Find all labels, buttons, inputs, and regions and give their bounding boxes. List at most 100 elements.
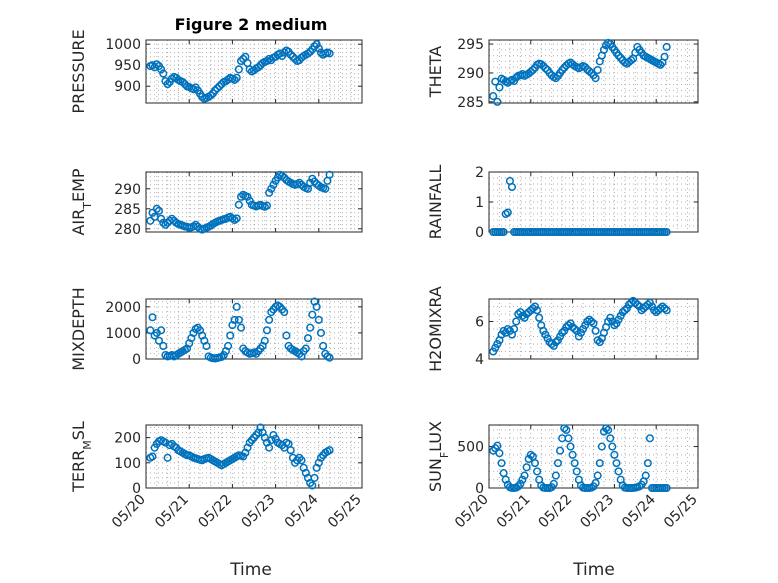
data-point bbox=[178, 77, 187, 87]
y-tick-label: 2000 bbox=[105, 300, 141, 316]
data-point bbox=[154, 336, 164, 345]
data-point bbox=[593, 471, 602, 480]
figure-title: Figure 2 medium bbox=[175, 15, 328, 34]
x-tick-label: 05/20 bbox=[109, 492, 149, 532]
data-point bbox=[566, 442, 575, 451]
data-point bbox=[516, 479, 525, 488]
data-point bbox=[226, 331, 235, 340]
data-point bbox=[230, 315, 239, 324]
subplot-sun: 0 500 05/20 05/21 05/22 05/23 05/24 05/25 SUNFLU… bbox=[426, 421, 701, 531]
data-point bbox=[493, 97, 502, 106]
data-point bbox=[551, 74, 560, 83]
axes-frame bbox=[145, 298, 363, 360]
y-axis-label: RAINFALL bbox=[426, 165, 445, 240]
data-point bbox=[163, 80, 172, 89]
data-point bbox=[528, 66, 537, 75]
data-point bbox=[614, 467, 623, 476]
data-point bbox=[312, 302, 321, 311]
data-point bbox=[265, 315, 274, 324]
data-point bbox=[633, 300, 642, 309]
x-tick-label: 05/22 bbox=[195, 492, 235, 532]
data-point bbox=[146, 216, 155, 225]
data-point bbox=[541, 64, 550, 73]
data-point bbox=[556, 446, 565, 455]
y-tick-label: 100 bbox=[114, 456, 141, 472]
data-point bbox=[537, 60, 546, 69]
data-point bbox=[219, 351, 228, 360]
axes-frame bbox=[145, 424, 363, 489]
x-tick-label: 05/25 bbox=[661, 492, 701, 532]
data-point bbox=[265, 443, 274, 452]
data-point bbox=[234, 315, 243, 324]
data-point bbox=[591, 478, 600, 488]
y-tick-label: 0 bbox=[475, 481, 484, 497]
data-point bbox=[595, 459, 604, 468]
data-point bbox=[260, 336, 269, 345]
data-point bbox=[224, 341, 233, 351]
data-point bbox=[589, 319, 598, 328]
data-point bbox=[530, 459, 540, 468]
data-point bbox=[610, 321, 619, 330]
data-point bbox=[167, 214, 176, 223]
data-point bbox=[325, 49, 334, 58]
data-point bbox=[533, 467, 542, 476]
data-point bbox=[286, 50, 295, 59]
data-point bbox=[495, 449, 504, 458]
x-axis-label-left: Time bbox=[229, 560, 272, 580]
data-point bbox=[232, 73, 241, 82]
data-point bbox=[146, 326, 155, 335]
axes-frame bbox=[488, 424, 699, 489]
data-point bbox=[564, 321, 573, 330]
data-point bbox=[215, 82, 224, 91]
data-point bbox=[533, 306, 542, 315]
data-point bbox=[528, 304, 537, 313]
data-point bbox=[535, 313, 544, 322]
data-point bbox=[243, 192, 252, 201]
y-tick-label: 290 bbox=[114, 182, 141, 198]
subplot-terr: 0 100 200 05/20 05/21 05/22 05/23 05/24 05/25 TER… bbox=[69, 421, 365, 531]
y-tick-label: 285 bbox=[114, 202, 141, 218]
y-axis-label: AIRTEMP bbox=[69, 168, 94, 235]
x-tick-label: 05/21 bbox=[152, 492, 192, 532]
y-tick-label: 1000 bbox=[105, 326, 141, 342]
data-point bbox=[308, 481, 317, 490]
data-point bbox=[591, 74, 600, 83]
data-point bbox=[325, 353, 334, 362]
data-point bbox=[489, 92, 498, 101]
x-tick-label: 05/20 bbox=[452, 492, 492, 532]
data-point bbox=[572, 467, 581, 476]
data-point bbox=[612, 459, 621, 468]
data-point bbox=[211, 86, 220, 95]
y-axis-label: MIXDEPTH bbox=[69, 287, 88, 370]
data-point bbox=[606, 434, 615, 443]
data-point bbox=[620, 306, 629, 315]
axes-frame bbox=[145, 39, 363, 104]
data-point bbox=[157, 65, 166, 74]
y-axis-label: PRESSURE bbox=[69, 29, 88, 113]
y-axis-label: THETA bbox=[426, 46, 445, 98]
x-tick-label: 05/22 bbox=[536, 492, 576, 532]
data-point bbox=[262, 326, 272, 335]
subplot-theta: 285 290 295 THETA bbox=[426, 37, 699, 111]
data-point bbox=[549, 479, 558, 488]
data-point bbox=[493, 441, 502, 450]
data-point bbox=[551, 471, 560, 480]
y-tick-label: 290 bbox=[457, 66, 484, 82]
data-point bbox=[593, 336, 602, 345]
data-point bbox=[312, 40, 321, 49]
data-point bbox=[232, 302, 241, 311]
data-point bbox=[157, 326, 166, 335]
data-point bbox=[662, 306, 671, 315]
data-point bbox=[604, 425, 613, 435]
data-point bbox=[154, 206, 164, 215]
data-point bbox=[191, 220, 200, 229]
subplot-pressure: 900 950 1000 PRESSURE bbox=[69, 29, 363, 114]
data-point bbox=[526, 67, 535, 76]
data-point bbox=[627, 56, 636, 65]
data-point bbox=[491, 77, 500, 86]
data-point bbox=[558, 66, 567, 75]
data-point bbox=[601, 424, 611, 433]
data-point bbox=[662, 42, 671, 51]
data-point bbox=[587, 317, 596, 326]
